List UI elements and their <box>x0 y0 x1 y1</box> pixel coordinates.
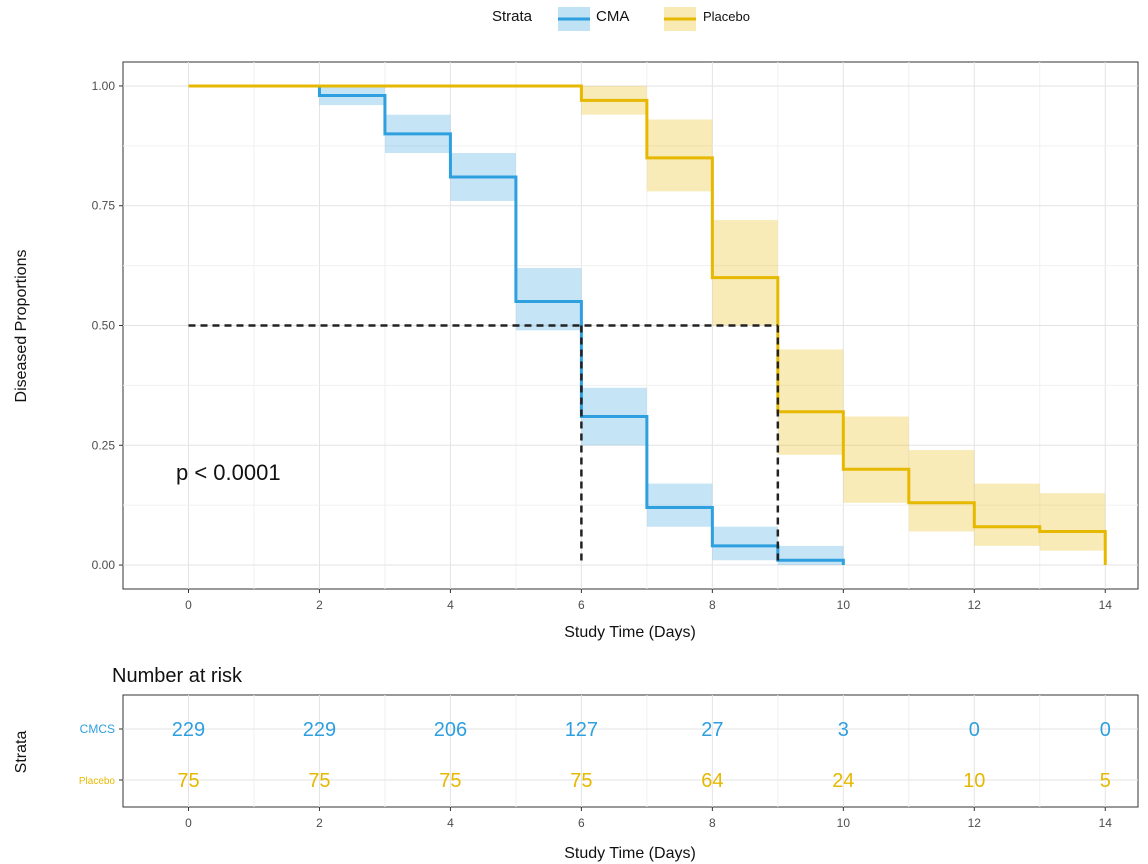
ci-band-cma <box>646 483 713 527</box>
y-tick-label: 0.50 <box>92 319 116 333</box>
ci-band-placebo <box>646 119 713 192</box>
survival-plot: 0 2 4 6 8 10 12 14 0.00 0.25 0.50 0.75 1.00 p < 0.0… <box>13 61 1139 641</box>
risk-value: 64 <box>701 770 723 792</box>
ci-band-cma <box>515 268 582 331</box>
ci-band-placebo <box>908 450 975 532</box>
legend-label-cma: CMA <box>596 8 629 25</box>
ci-band-placebo <box>712 220 778 326</box>
ci-band-cma <box>712 526 778 561</box>
risk-value: 10 <box>963 770 985 792</box>
risk-value: 75 <box>177 770 199 792</box>
risk-value: 3 <box>838 719 849 741</box>
ci-band-placebo <box>843 416 909 503</box>
x-axis-ticks: 0 2 4 6 8 10 12 14 <box>185 589 1112 612</box>
risk-value: 5 <box>1100 770 1111 792</box>
risk-value: 27 <box>701 719 723 741</box>
p-value-annotation: p < 0.0001 <box>176 460 281 485</box>
ci-band-placebo <box>1039 493 1106 551</box>
risk-rows: CMCS 229 229 206 127 27 3 0 0 Placebo 75 75 75 75 64 24… <box>79 719 1111 792</box>
risk-y-axis-title: Strata <box>13 731 30 774</box>
risk-value: 24 <box>832 770 854 792</box>
legend-label-placebo: Placebo <box>703 9 750 24</box>
y-axis-ticks: 0.00 0.25 0.50 0.75 1.00 <box>92 79 123 572</box>
risk-x-tick-label: 10 <box>837 816 851 830</box>
risk-value: 0 <box>1100 719 1111 741</box>
risk-value: 229 <box>172 719 205 741</box>
y-tick-label: 0.00 <box>92 558 116 572</box>
risk-value: 75 <box>570 770 592 792</box>
ci-band-placebo <box>974 483 1040 546</box>
risk-x-tick-label: 14 <box>1099 816 1113 830</box>
risk-value: 206 <box>434 719 467 741</box>
risk-row-label: CMCS <box>80 722 115 736</box>
risk-x-axis-ticks: 0 2 4 6 8 10 12 14 <box>185 807 1112 830</box>
survival-curve-placebo <box>188 84 1107 566</box>
x-tick-label: 0 <box>185 598 192 612</box>
risk-value: 75 <box>308 770 330 792</box>
y-tick-label: 1.00 <box>92 79 116 93</box>
y-tick-label: 0.25 <box>92 438 116 452</box>
risk-row-label: Placebo <box>79 776 116 787</box>
median-lines <box>188 324 780 566</box>
x-tick-label: 4 <box>447 598 454 612</box>
legend-title: Strata <box>492 8 533 25</box>
risk-x-tick-label: 4 <box>447 816 454 830</box>
risk-x-tick-label: 8 <box>709 816 716 830</box>
ci-band-cma <box>777 545 844 566</box>
risk-grid <box>123 695 1138 807</box>
risk-value: 75 <box>439 770 461 792</box>
x-tick-label: 8 <box>709 598 716 612</box>
legend: Strata CMA Placebo <box>492 7 750 31</box>
y-tick-label: 0.75 <box>92 199 116 213</box>
risk-x-tick-label: 2 <box>316 816 323 830</box>
x-tick-label: 14 <box>1099 598 1113 612</box>
x-tick-label: 6 <box>578 598 585 612</box>
risk-x-tick-label: 6 <box>578 816 585 830</box>
x-tick-label: 12 <box>968 598 982 612</box>
risk-panel <box>122 694 1139 808</box>
risk-table-title: Number at risk <box>112 665 243 687</box>
ci-band-placebo <box>777 349 844 455</box>
risk-x-axis-title: Study Time (Days) <box>564 845 696 862</box>
risk-x-tick-label: 12 <box>968 816 982 830</box>
risk-table: Number at risk CMCS 229 229 206 127 27 3 0 0Plac… <box>13 665 1139 862</box>
risk-value: 0 <box>969 719 980 741</box>
x-tick-label: 10 <box>837 598 851 612</box>
x-tick-label: 2 <box>316 598 323 612</box>
y-axis-title: Diseased Proportions <box>13 250 30 403</box>
risk-value: 127 <box>565 719 598 741</box>
x-axis-title: Study Time (Days) <box>564 624 696 641</box>
risk-value: 229 <box>303 719 336 741</box>
risk-x-tick-label: 0 <box>185 816 192 830</box>
